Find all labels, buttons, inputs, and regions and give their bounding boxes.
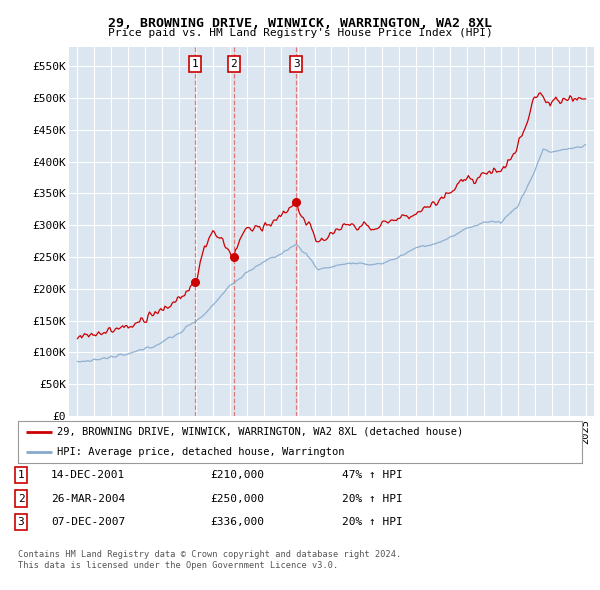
Text: 14-DEC-2001: 14-DEC-2001 [51,470,125,480]
Text: 20% ↑ HPI: 20% ↑ HPI [342,517,403,527]
Text: £336,000: £336,000 [210,517,264,527]
Text: 20% ↑ HPI: 20% ↑ HPI [342,494,403,503]
Text: £210,000: £210,000 [210,470,264,480]
Text: 2: 2 [17,494,25,503]
Text: 26-MAR-2004: 26-MAR-2004 [51,494,125,503]
Text: 2: 2 [230,59,237,69]
Text: This data is licensed under the Open Government Licence v3.0.: This data is licensed under the Open Gov… [18,560,338,569]
Text: 3: 3 [17,517,25,527]
Text: HPI: Average price, detached house, Warrington: HPI: Average price, detached house, Warr… [58,447,345,457]
Text: 3: 3 [293,59,299,69]
Text: 29, BROWNING DRIVE, WINWICK, WARRINGTON, WA2 8XL: 29, BROWNING DRIVE, WINWICK, WARRINGTON,… [108,17,492,30]
Text: Contains HM Land Registry data © Crown copyright and database right 2024.: Contains HM Land Registry data © Crown c… [18,550,401,559]
Text: 47% ↑ HPI: 47% ↑ HPI [342,470,403,480]
Text: 07-DEC-2007: 07-DEC-2007 [51,517,125,527]
Text: Price paid vs. HM Land Registry's House Price Index (HPI): Price paid vs. HM Land Registry's House … [107,28,493,38]
Text: 1: 1 [192,59,199,69]
Text: 1: 1 [17,470,25,480]
Text: 29, BROWNING DRIVE, WINWICK, WARRINGTON, WA2 8XL (detached house): 29, BROWNING DRIVE, WINWICK, WARRINGTON,… [58,427,464,437]
Text: £250,000: £250,000 [210,494,264,503]
